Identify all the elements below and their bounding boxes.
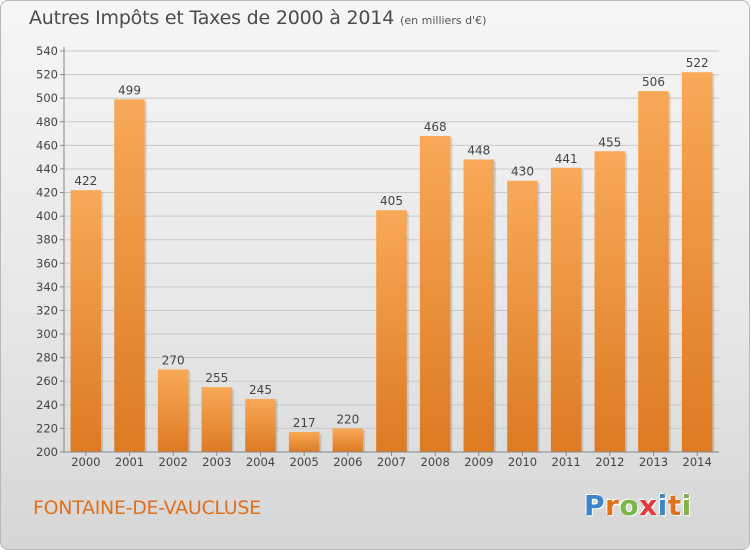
y-tick-label: 480 [36,115,58,129]
bar [114,99,145,452]
bar-value-label: 499 [118,83,141,97]
bar-value-label: 270 [162,353,185,367]
y-tick-label: 220 [36,421,58,435]
y-tick-label: 400 [36,209,58,223]
bar-value-label: 455 [598,135,621,149]
bar [638,91,669,452]
x-tick-label: 2003 [202,455,231,469]
logo-letter: r [605,489,620,522]
logo-letter: x [639,489,658,522]
axes [63,47,719,453]
place-name: FONTAINE-DE-VAUCLUSE [33,497,261,519]
x-tick-label: 2008 [421,455,450,469]
x-tick-label: 2001 [115,455,144,469]
x-tick-label: 2005 [290,455,319,469]
x-tick-label: 2010 [508,455,537,469]
bar [507,180,538,452]
bar [70,190,102,452]
proxiti-logo: Proxiti [584,489,692,522]
bar [681,72,713,453]
bar-value-label: 220 [336,412,359,426]
y-tick-label: 460 [36,138,58,152]
bar [463,159,495,452]
x-tick-label: 2002 [159,455,188,469]
x-tick-label: 2007 [377,455,406,469]
y-tick-label: 520 [36,68,58,82]
y-tick-label: 420 [36,186,58,200]
y-tick-label: 360 [36,256,58,270]
bar [288,431,320,452]
bar [245,398,276,452]
bar [201,387,233,452]
chart-title-main: Autres Impôts et Taxes de 2000 à 2014 [29,7,395,29]
y-tick-label: 540 [36,44,58,58]
bar-value-label: 448 [467,144,490,158]
bar-value-label: 468 [424,120,447,134]
bar-value-label: 217 [293,416,316,430]
y-tick-label: 280 [36,351,58,365]
bar-value-label: 522 [686,56,709,70]
bar [157,369,189,452]
x-tick-label: 2014 [683,455,712,469]
x-tick-label: 2006 [333,455,362,469]
bar-value-label: 405 [380,194,403,208]
bar [550,167,582,452]
y-tick-label: 320 [36,303,58,317]
y-tick-label: 340 [36,280,58,294]
x-tick-label: 2013 [639,455,668,469]
chart-title: Autres Impôts et Taxes de 2000 à 2014 (en… [29,7,486,29]
bar-value-label: 245 [249,383,272,397]
x-tick-label: 2000 [71,455,100,469]
chart-title-unit: (en milliers d'€) [400,14,487,27]
x-tick-label: 2004 [246,455,275,469]
value-labels: 422 499 270 255 245 217 220 405 468 448 430 441 455 5… [74,56,708,430]
y-tick-label: 200 [36,445,58,459]
logo-letter: P [584,489,606,522]
bar [594,151,626,452]
x-tick-label: 2011 [552,455,581,469]
logo-letter: t [667,489,682,522]
y-tick-label: 500 [36,91,58,105]
x-tick-label: 2012 [595,455,624,469]
y-tick-label: 380 [36,233,58,247]
bar-value-label: 422 [74,174,97,188]
y-tick-label: 440 [36,162,58,176]
y-tick-label: 300 [36,327,58,341]
bars [70,72,715,453]
bar [419,135,451,452]
bar [332,428,364,452]
logo-letter: i [657,489,668,522]
y-tick-label: 240 [36,398,58,412]
bar-value-label: 441 [555,152,578,166]
bar-value-label: 430 [511,165,534,179]
bar-value-label: 255 [205,371,228,385]
bar-value-label: 506 [642,75,665,89]
y-tick-label: 260 [36,374,58,388]
bar [376,210,407,452]
y-axis-labels: 200 220 240 260 280 300 320 340 360 380 400 420 440 4… [36,44,58,459]
x-tick-label: 2009 [464,455,493,469]
logo-letter: o [619,489,640,522]
logo-letter: i [681,489,692,522]
x-axis-labels: 2000 2001 2002 2003 2004 2005 2006 2007 2008 2009… [71,452,712,469]
